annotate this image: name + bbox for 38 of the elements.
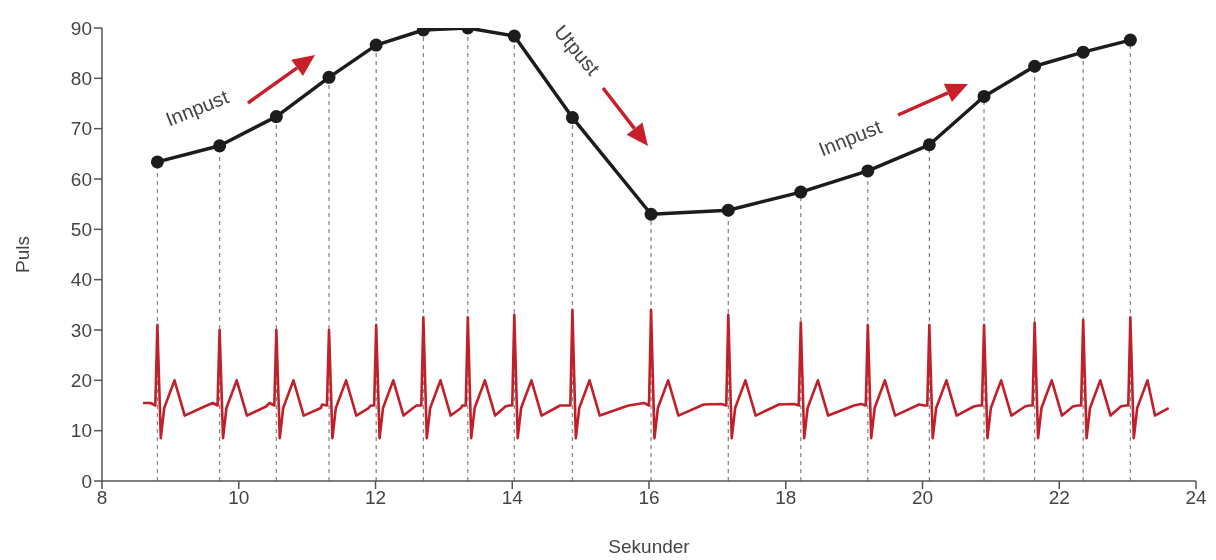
x-tick-label: 14 xyxy=(501,487,524,509)
y-tick-label: 60 xyxy=(70,168,92,190)
point xyxy=(977,89,991,103)
point xyxy=(1028,59,1042,73)
y-tick-label: 40 xyxy=(70,269,92,291)
x-tick-label: 20 xyxy=(911,487,934,509)
point xyxy=(507,29,521,43)
line-series xyxy=(141,308,1170,440)
point xyxy=(565,111,579,125)
x-tick-label: 22 xyxy=(1048,487,1070,509)
x-tick-label: 12 xyxy=(364,487,387,509)
x-tick-label: 10 xyxy=(228,487,250,509)
x-axis-title: Sekunder xyxy=(608,536,691,557)
point xyxy=(861,164,875,178)
y-tick-label: 10 xyxy=(70,420,92,442)
y-tick-label: 30 xyxy=(70,319,92,341)
point xyxy=(269,110,283,124)
y-tick-label: 20 xyxy=(70,370,92,392)
y-tick-label: 0 xyxy=(81,470,92,492)
point xyxy=(794,185,808,199)
point xyxy=(369,38,383,52)
point xyxy=(644,207,658,221)
x-tick-label: 8 xyxy=(96,487,108,509)
y-tick-label: 70 xyxy=(70,118,92,140)
y-tick-label: 90 xyxy=(70,17,92,39)
point xyxy=(1123,33,1137,47)
point xyxy=(1076,45,1090,59)
y-axis-title: Puls xyxy=(11,236,33,273)
x-tick-label: 16 xyxy=(638,487,660,509)
point xyxy=(322,70,336,84)
x-tick-label: 24 xyxy=(1185,487,1207,509)
point xyxy=(922,138,936,152)
x-tick-label: 18 xyxy=(775,487,797,509)
point xyxy=(721,203,735,217)
y-tick-label: 50 xyxy=(70,219,92,241)
point xyxy=(150,155,164,169)
y-tick-label: 80 xyxy=(70,68,92,90)
point xyxy=(213,139,227,153)
